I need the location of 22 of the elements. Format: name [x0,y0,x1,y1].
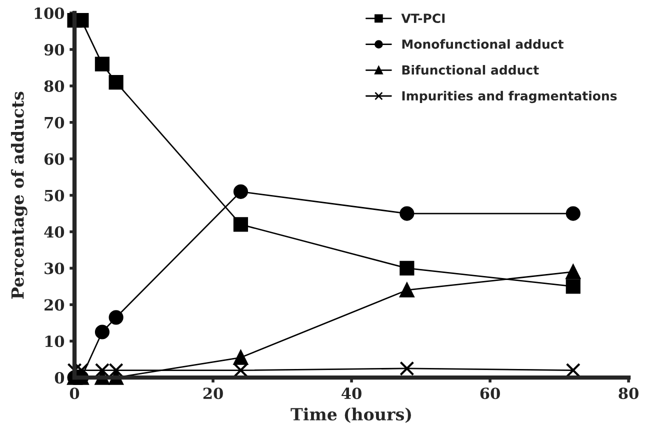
y-tick-label: 20 [44,299,64,311]
y-tick-label: 50 [44,190,64,202]
legend-label: Impurities and fragmentations [402,90,617,104]
y-tick-label: 90 [44,44,64,56]
y-axis-title: Percentage of adducts [10,92,28,299]
y-tick-label: 0 [54,372,64,384]
y-tick-label: 60 [44,153,64,165]
x-tick-label: 40 [342,388,362,400]
legend-label: VT-PCI [401,14,445,24]
y-tick-label: 100 [34,7,64,20]
x-axis-title: Time (hours) [290,408,411,423]
y-tick-label: 40 [44,226,64,238]
x-tick-label: 0 [70,388,80,400]
y-tick-label: 70 [44,116,64,128]
x-tick-label: 60 [480,388,500,400]
x-tick-label: 20 [203,388,223,400]
y-tick-label: 80 [44,80,64,92]
legend-label: Bifunctional adduct [402,65,539,75]
legend-label: Monofunctional adduct [402,39,564,49]
y-tick-label: 30 [44,262,64,274]
x-tick-label: 80 [618,388,638,400]
y-tick-label: 10 [45,336,64,348]
